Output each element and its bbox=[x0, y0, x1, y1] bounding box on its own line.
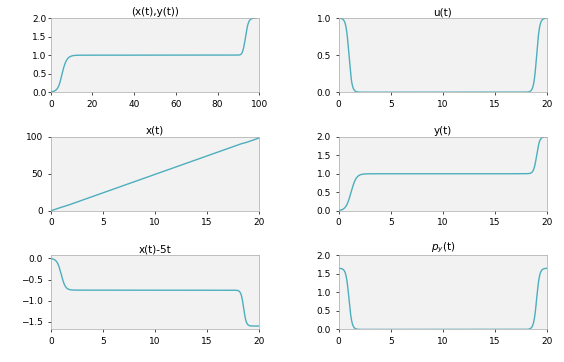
Title: u(t): u(t) bbox=[434, 7, 452, 17]
Title: y(t): y(t) bbox=[434, 126, 452, 136]
Title: x(t)-5t: x(t)-5t bbox=[139, 244, 171, 254]
Title: (x(t),y(t)): (x(t),y(t)) bbox=[131, 7, 179, 17]
Title: $p_y$(t): $p_y$(t) bbox=[430, 241, 455, 255]
Title: x(t): x(t) bbox=[146, 126, 164, 136]
